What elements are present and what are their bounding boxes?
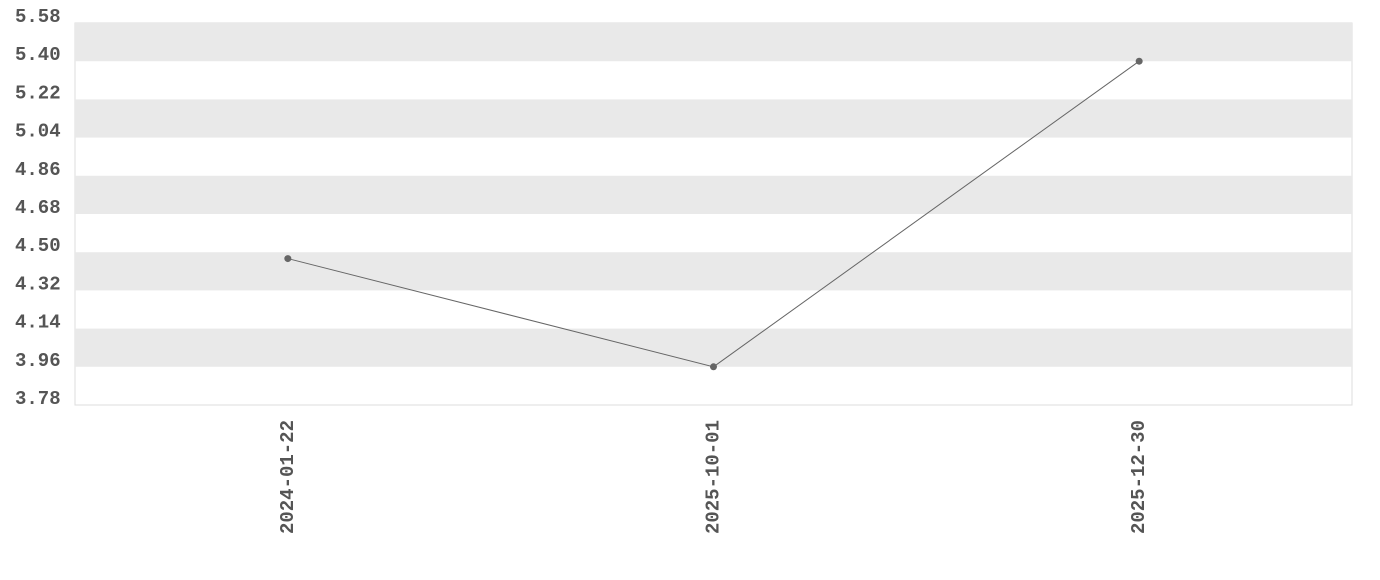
point <box>710 363 717 371</box>
point <box>1135 57 1143 65</box>
grid-stripe <box>75 252 1352 291</box>
grid-stripe <box>75 99 1352 138</box>
x-tick-label: 2025-12-30 <box>1128 420 1150 534</box>
y-tick-label: 4.68 <box>15 197 61 219</box>
grid-stripe <box>75 175 1352 214</box>
grid-stripe <box>75 328 1352 367</box>
y-tick-label: 4.50 <box>15 235 61 257</box>
grid-stripe <box>75 23 1352 62</box>
y-tick-label: 5.58 <box>15 6 61 28</box>
y-tick-label: 5.04 <box>15 121 61 143</box>
y-tick-label: 4.86 <box>15 159 61 181</box>
y-tick-label: 5.40 <box>15 44 61 66</box>
y-tick-label: 3.78 <box>15 388 61 410</box>
y-tick-label: 4.32 <box>15 273 61 295</box>
x-tick-label: 2024-01-22 <box>277 420 299 534</box>
y-tick-label: 3.96 <box>15 350 61 372</box>
y-tick-label: 5.22 <box>15 82 61 104</box>
point <box>284 255 292 263</box>
x-tick-label: 2025-10-01 <box>703 420 725 534</box>
y-tick-label: 4.14 <box>15 312 61 334</box>
